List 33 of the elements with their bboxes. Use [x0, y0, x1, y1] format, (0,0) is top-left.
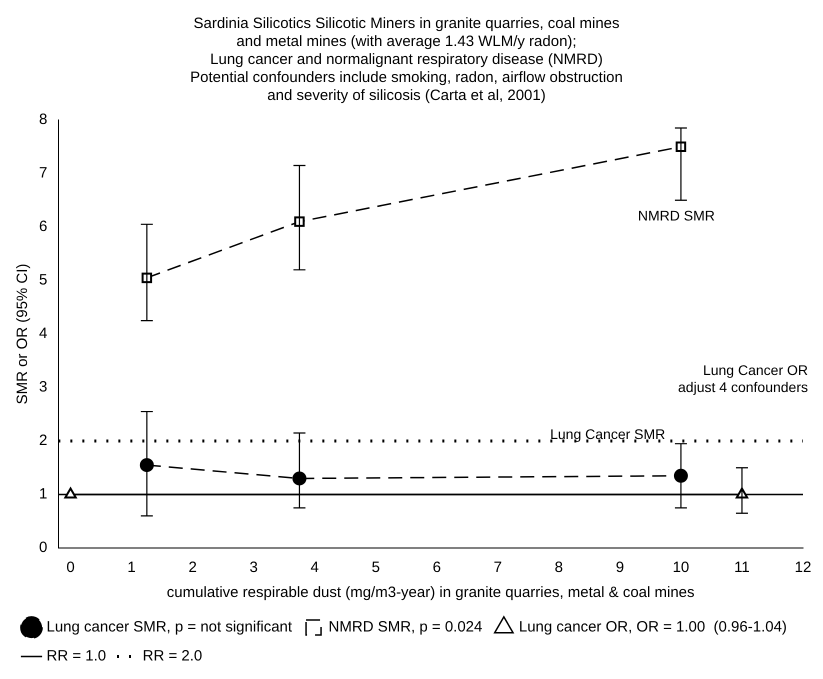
x-tick-label: 6 [432, 559, 441, 576]
chart-title: Sardinia Silicotics Silicotic Miners in granite quarries, coal mines and metal mines (with average 1.43 WLM/y radon); Lung cancer and normalignant respiratory disease (NMRD) Potential confounders include smoking, radon, airflow obstruction and severity of silicosis (Carta et al, 2001) [190, 15, 623, 104]
annotation: Lung Cancer SMR [550, 426, 666, 442]
legend-label: RR = 2.0 [142, 648, 202, 665]
x-axis-title: cumulative respirable dust (mg/m3-year) in granite quarries, metal & coal mines [166, 584, 695, 602]
y-tick-label: 0 [39, 539, 48, 556]
y-tick-label: 1 [39, 486, 48, 503]
x-tick-label: 0 [66, 559, 75, 576]
x-tick-label: 9 [616, 559, 624, 576]
y-tick-label: 4 [39, 325, 48, 342]
y-tick-label: 3 [39, 378, 48, 396]
x-tick-label: 4 [310, 559, 319, 576]
x-tick-label: 10 [672, 559, 690, 576]
x-tick-label: 7 [494, 559, 502, 576]
x-tick-label: 3 [249, 559, 258, 576]
y-tick-label: 5 [39, 272, 48, 289]
y-axis-title: SMR or OR (95% CI) [14, 264, 32, 404]
x-tick-label: 5 [372, 559, 380, 576]
annotation: Lung Cancer OR adjust 4 confounders [678, 362, 808, 395]
y-tick-label: 7 [39, 164, 48, 182]
legend-label: Lung cancer OR, OR = 1.00 (0.96-1.04) [518, 618, 787, 636]
legend-label: NMRD SMR, p = 0.024 [328, 618, 482, 636]
x-tick-label: 11 [734, 559, 750, 576]
x-tick-label: 1 [127, 559, 136, 576]
x-tick-label: 12 [794, 559, 812, 576]
y-tick-label: 8 [39, 111, 48, 128]
y-tick-label: 2 [39, 432, 48, 450]
legend-label: RR = 1.0 [46, 648, 106, 665]
x-tick-label: 8 [554, 559, 564, 576]
annotation: NMRD SMR [638, 208, 715, 224]
x-tick-label: 2 [188, 559, 197, 576]
legend-label: Lung cancer SMR, p = not significant [46, 618, 293, 636]
y-tick-label: 6 [39, 218, 48, 236]
